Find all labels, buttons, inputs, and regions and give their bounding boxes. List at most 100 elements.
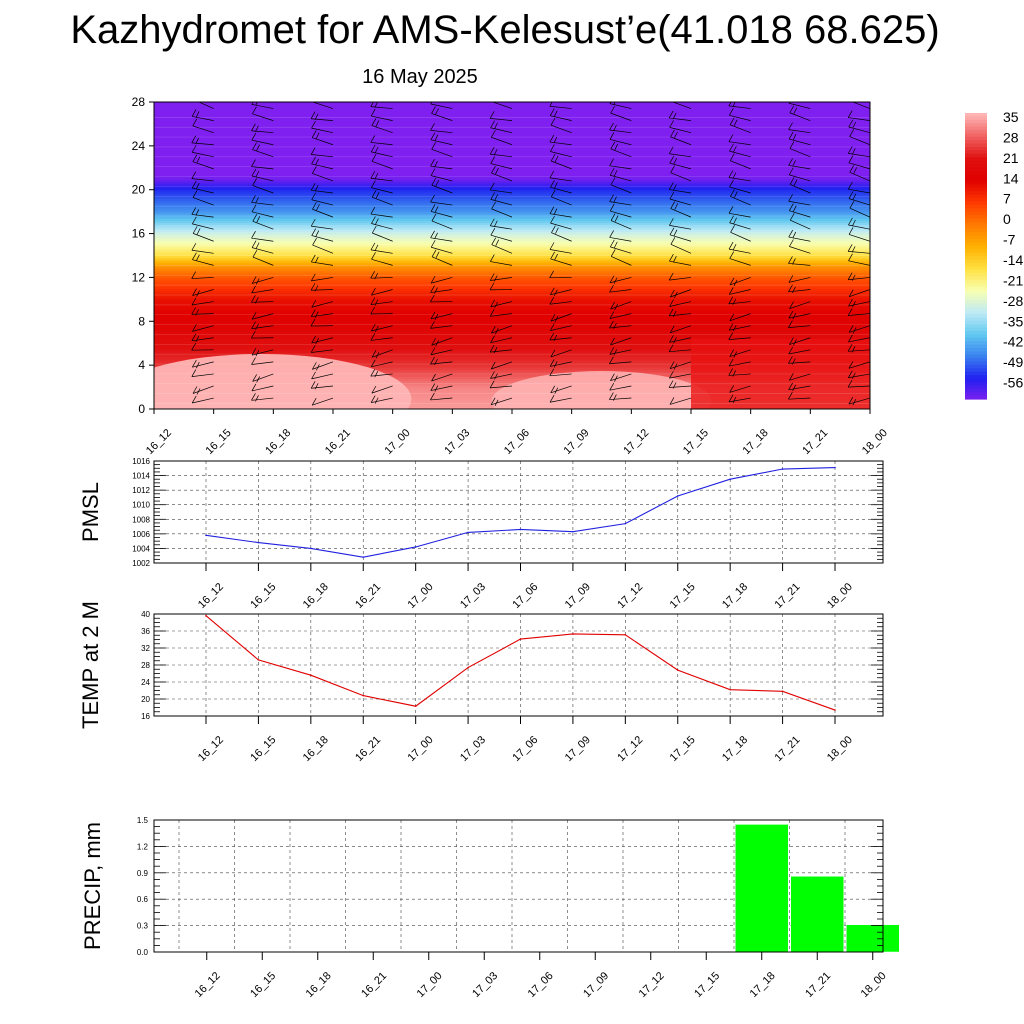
wind-barb-flag xyxy=(255,395,259,402)
wind-barb-flag xyxy=(669,361,675,369)
wind-barb-flag xyxy=(312,202,317,210)
wind-barb xyxy=(728,337,751,340)
colorbar: 35 28 21 14 7 0 -7 -14 -21 -28 -35 -42 -49 -56 xyxy=(965,109,1023,400)
wind-barb xyxy=(251,325,274,330)
wind-barb-flag xyxy=(788,256,793,264)
wind-barb-flag xyxy=(851,148,856,155)
heatmap-band xyxy=(154,290,870,294)
wind-barb xyxy=(154,289,155,290)
wind-barb-flag xyxy=(374,146,379,154)
heatmap-band xyxy=(154,197,870,202)
wind-barb-flag xyxy=(549,297,555,305)
wind-barb-flag xyxy=(668,308,674,317)
colorbar-swatch xyxy=(965,259,987,264)
colorbar-swatch xyxy=(965,300,987,305)
wind-barb-flag xyxy=(610,249,616,257)
wind-barb xyxy=(549,105,572,109)
wind-barb-flag xyxy=(853,96,856,102)
wind-barb-flag xyxy=(670,237,676,245)
wind-barb-flag xyxy=(191,243,197,251)
wind-barb xyxy=(312,173,334,182)
heatmap-band xyxy=(154,173,870,178)
wind-barb-flag xyxy=(554,182,558,189)
wind-barb xyxy=(198,102,214,109)
wind-barb xyxy=(788,165,811,170)
y-tick-label: 20 xyxy=(132,183,146,197)
wind-barb xyxy=(490,397,513,406)
wind-barb xyxy=(430,175,453,182)
wind-barb-flag xyxy=(551,225,556,233)
wind-barb xyxy=(670,136,692,146)
wind-barb-flag xyxy=(435,108,439,115)
wind-barb-flag xyxy=(729,251,735,259)
x-tick-label: 17_06 xyxy=(510,581,540,611)
wind-barb-flag xyxy=(490,156,495,164)
heatmap-band xyxy=(154,309,870,314)
wind-barb-flag xyxy=(672,310,677,318)
wind-barb xyxy=(154,156,155,157)
x-tick-label: 17_21 xyxy=(772,581,802,611)
wind-barb-flag xyxy=(252,178,257,186)
wind-barb xyxy=(191,301,214,306)
wind-barb-flag xyxy=(310,183,316,191)
colorbar-swatch xyxy=(965,116,987,121)
heatmap-band xyxy=(154,145,870,149)
wind-barb xyxy=(669,301,692,307)
colorbar-label: 28 xyxy=(1003,129,1019,145)
colorbar-swatch xyxy=(965,364,987,369)
plot-frame xyxy=(153,613,884,717)
wind-barb xyxy=(311,289,334,291)
wind-barb-flag xyxy=(729,349,735,357)
heatmap-band xyxy=(154,325,870,329)
wind-barb-flag xyxy=(668,272,674,281)
wind-barb-flag xyxy=(732,370,737,377)
wind-barb-flag xyxy=(733,351,738,358)
wind-barb-flag xyxy=(251,231,256,239)
heatmap-band xyxy=(154,178,870,182)
wind-barb-flag xyxy=(670,94,674,101)
wind-barb xyxy=(669,313,692,317)
wind-barb-flag xyxy=(792,313,797,320)
wind-barb xyxy=(191,178,214,182)
data-point xyxy=(572,633,574,635)
heatmap-band xyxy=(154,182,870,186)
data-point xyxy=(362,694,365,697)
wind-barb xyxy=(372,196,393,206)
wind-barb-flag xyxy=(490,335,495,343)
heatmap-band xyxy=(154,127,870,132)
wind-barb xyxy=(491,325,513,334)
wind-barb-flag xyxy=(431,338,436,346)
wind-barb xyxy=(550,397,572,403)
x-tick-label: 17_18 xyxy=(748,970,778,1000)
wind-barb-flag xyxy=(371,118,377,126)
heatmap-band xyxy=(154,340,870,344)
heatmap-band xyxy=(154,347,870,351)
wind-barb xyxy=(848,260,870,266)
heatmap-band xyxy=(154,105,870,110)
wind-barb-flag xyxy=(549,332,555,341)
y-tick-label: 0 xyxy=(138,402,145,416)
y-tick-label: 40 xyxy=(141,610,150,619)
heatmap-band xyxy=(154,130,870,134)
wind-barb-flag xyxy=(192,216,197,225)
wind-barb-flag xyxy=(613,394,617,401)
wind-barb-flag xyxy=(374,102,378,108)
wind-barb xyxy=(550,115,572,121)
wind-barb-flag xyxy=(137,303,140,309)
colorbar-swatch xyxy=(965,381,987,386)
x-tick-label: 16_15 xyxy=(204,427,234,457)
plot-frame xyxy=(153,819,884,953)
wind-barb-flag xyxy=(729,117,735,125)
wind-barb-flag xyxy=(256,216,261,223)
data-point xyxy=(467,666,469,669)
wind-barb-flag xyxy=(133,336,137,343)
y-tick-label: 0.3 xyxy=(137,922,149,931)
heatmap-band xyxy=(154,344,870,349)
temp-axis-label: TEMP at 2 M xyxy=(78,601,103,729)
wind-barb-flag xyxy=(256,376,260,383)
chart-title: Kazhydromet for AMS-Kelesust’e(41.018 68… xyxy=(70,8,940,52)
wind-barb xyxy=(431,256,453,266)
wind-barb xyxy=(728,105,751,109)
wind-barb xyxy=(788,361,811,364)
wind-barb-flag xyxy=(251,102,254,105)
